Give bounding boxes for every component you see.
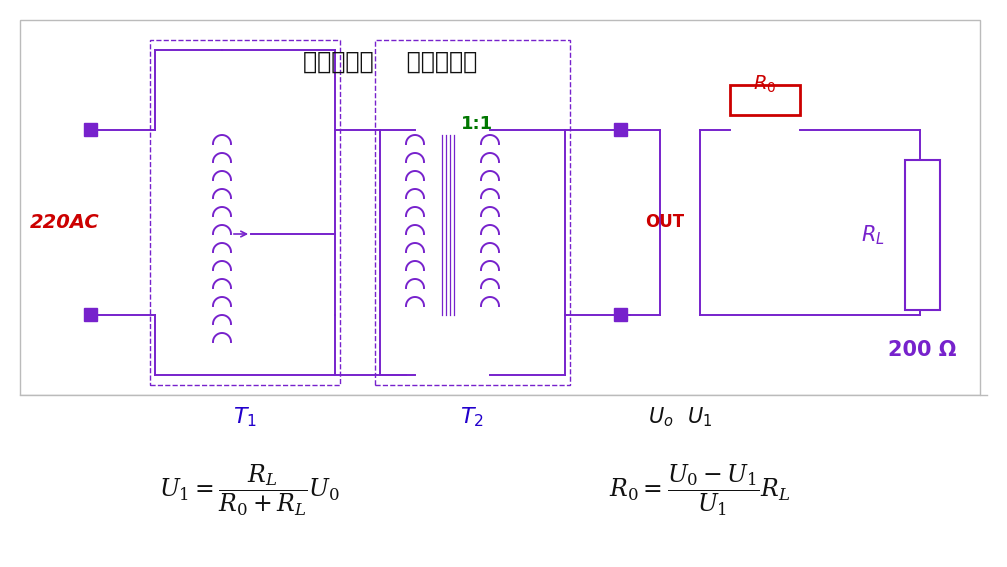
Text: $R_0$: $R_0$: [753, 74, 776, 95]
Bar: [150, 40, 340, 385]
Text: 自耦变压器    隔离变压器: 自耦变压器 隔离变压器: [303, 50, 477, 74]
Bar: [20, 395, 980, 567]
Bar: [614, 308, 627, 321]
Bar: [905, 160, 940, 310]
Text: $\boldsymbol{U_o}$  $\boldsymbol{U_1}$: $\boldsymbol{U_o}$ $\boldsymbol{U_1}$: [648, 405, 712, 429]
Text: $U_1 = \dfrac{R_L}{R_0 + R_L}U_0$: $U_1 = \dfrac{R_L}{R_0 + R_L}U_0$: [159, 463, 340, 518]
Bar: [614, 123, 627, 136]
Bar: [375, 40, 570, 385]
Text: OUT: OUT: [645, 213, 684, 231]
Text: 1:1: 1:1: [461, 115, 493, 133]
Bar: [20, 20, 980, 395]
Text: $R_0 = \dfrac{U_0 - U_1}{U_1}R_L$: $R_0 = \dfrac{U_0 - U_1}{U_1}R_L$: [609, 463, 790, 518]
Bar: [730, 85, 800, 115]
Text: $T_1$: $T_1$: [233, 405, 257, 429]
Bar: [84, 123, 97, 136]
Text: 200 Ω: 200 Ω: [888, 340, 957, 360]
Text: $R_L$: $R_L$: [861, 223, 885, 247]
Text: 220AC: 220AC: [30, 213, 100, 231]
Text: $T_2$: $T_2$: [460, 405, 484, 429]
Bar: [84, 308, 97, 321]
